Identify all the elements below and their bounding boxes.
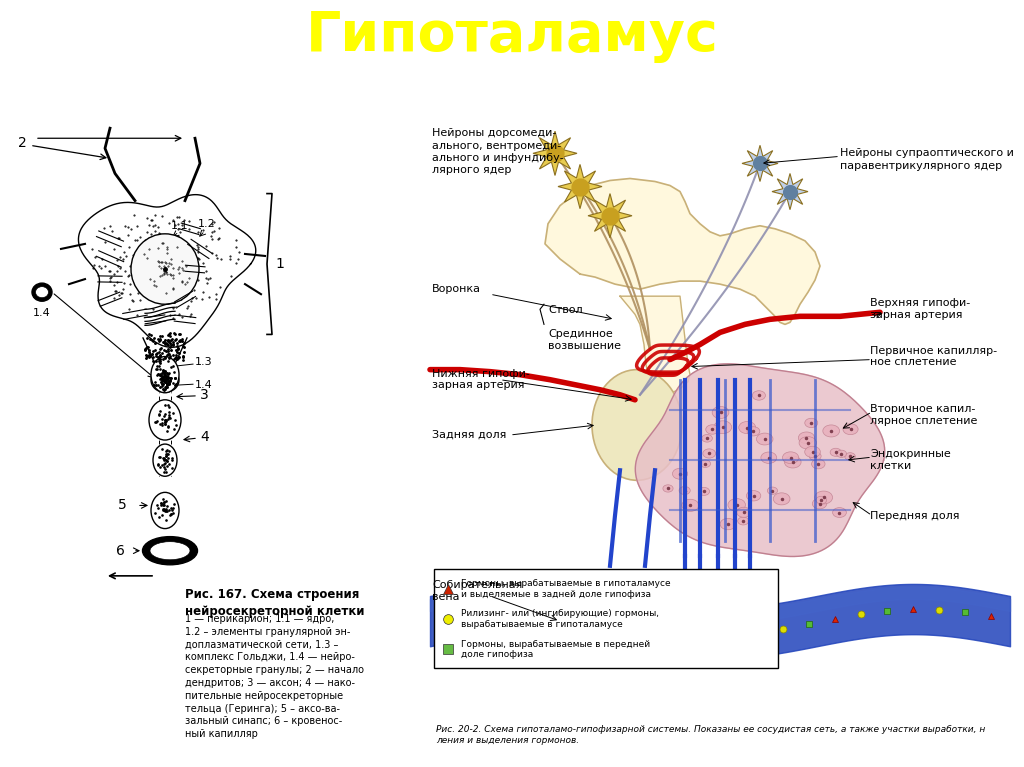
Polygon shape [742,145,778,182]
Polygon shape [588,193,632,238]
Text: 1.4: 1.4 [33,308,51,318]
Ellipse shape [679,486,690,495]
Text: 1.1: 1.1 [171,221,188,231]
Ellipse shape [706,425,719,434]
Ellipse shape [673,469,687,479]
Ellipse shape [816,496,826,504]
Text: 1.3: 1.3 [195,357,213,367]
Text: 3: 3 [200,388,209,402]
Ellipse shape [151,492,179,528]
Ellipse shape [131,234,199,304]
Ellipse shape [767,487,777,495]
Ellipse shape [812,459,825,469]
Text: Задняя доля: Задняя доля [432,430,507,440]
Ellipse shape [737,507,751,517]
Ellipse shape [592,370,682,480]
Polygon shape [558,164,602,209]
Ellipse shape [782,452,799,463]
Ellipse shape [815,491,833,504]
Text: Первичное капилляр-
ное сплетение: Первичное капилляр- ное сплетение [870,346,997,367]
Text: Собирательная
вена: Собирательная вена [432,580,522,602]
Ellipse shape [150,542,190,560]
Text: Воронка: Воронка [432,284,481,295]
Ellipse shape [682,499,698,512]
Ellipse shape [746,491,761,501]
Text: Рис. 167. Схема строения
нейросекреторной клетки: Рис. 167. Схема строения нейросекреторно… [185,588,365,618]
Ellipse shape [773,493,790,505]
Ellipse shape [714,421,732,433]
Text: Рис. 20-2. Схема гипоталамо-гипофизарной системы. Показаны ее сосудистая сеть, а: Рис. 20-2. Схема гипоталамо-гипофизарной… [436,725,985,745]
Ellipse shape [698,487,710,495]
Ellipse shape [837,450,847,457]
Ellipse shape [799,432,815,443]
Ellipse shape [700,460,711,467]
Polygon shape [772,173,808,209]
Text: 1: 1 [275,257,284,271]
Ellipse shape [150,400,181,440]
Polygon shape [534,131,577,176]
Ellipse shape [738,422,756,433]
Text: Гормоны, вырабатываемые в гипоталамусе
и выделяемые в задней доле гипофиза: Гормоны, вырабатываемые в гипоталамусе и… [461,579,671,598]
Ellipse shape [799,436,816,449]
Ellipse shape [153,444,177,476]
Ellipse shape [702,449,716,458]
Text: Срединное
возвышение: Срединное возвышение [548,329,621,351]
Ellipse shape [737,517,749,525]
Ellipse shape [748,426,760,436]
Ellipse shape [830,448,842,456]
Text: Нейроны супраоптического и
паравентрикулярного ядер: Нейроны супраоптического и паравентрикул… [840,148,1014,171]
Ellipse shape [720,518,736,530]
Polygon shape [79,195,256,347]
Text: Верхняя гипофи-
зарная артерия: Верхняя гипофи- зарная артерия [870,298,971,320]
Polygon shape [545,179,820,324]
Ellipse shape [757,433,773,445]
Text: 4: 4 [200,430,209,444]
Text: Гормоны, вырабатываемые в передней
доле гипофиза: Гормоны, вырабатываемые в передней доле … [461,640,650,659]
Text: 5: 5 [118,499,127,512]
Text: 6: 6 [116,544,125,558]
Ellipse shape [142,537,198,565]
Ellipse shape [712,407,729,419]
Ellipse shape [701,435,713,442]
Polygon shape [620,296,690,395]
Text: 1.2: 1.2 [198,219,216,229]
Ellipse shape [151,357,179,393]
Ellipse shape [728,499,745,511]
Ellipse shape [833,508,847,518]
Ellipse shape [845,453,855,460]
FancyBboxPatch shape [434,569,778,668]
Text: 1.4: 1.4 [195,380,213,390]
Ellipse shape [843,423,858,435]
Text: Нейроны дорсомеди-
ального, вентромеди-
ального и инфундибу-
лярного ядер: Нейроны дорсомеди- ального, вентромеди- … [432,128,564,176]
Ellipse shape [36,287,48,298]
Ellipse shape [753,390,766,400]
Text: Передняя доля: Передняя доля [870,511,959,521]
Text: Гипоталамус: Гипоталамус [305,9,719,64]
Ellipse shape [784,456,801,468]
Ellipse shape [151,368,179,392]
Text: Ствол: Ствол [548,305,583,315]
Ellipse shape [663,485,673,492]
Text: Эндокринные
клетки: Эндокринные клетки [870,449,950,471]
Polygon shape [635,364,885,557]
Ellipse shape [809,452,821,460]
Text: 2: 2 [17,137,27,150]
Ellipse shape [761,452,777,463]
Ellipse shape [805,446,820,457]
Text: Вторичное капил-
лярное сплетение: Вторичное капил- лярное сплетение [870,404,977,426]
Ellipse shape [805,418,818,427]
Text: Нижняя гипофи-
зарная артерия: Нижняя гипофи- зарная артерия [432,369,529,390]
Ellipse shape [32,283,52,301]
Text: 1 — перикарион; 1.1 — ядро,
1.2 – элементы гранулярной эн-
доплазматической сети: 1 — перикарион; 1.1 — ядро, 1.2 – элемен… [185,614,364,739]
Ellipse shape [812,499,826,509]
Text: Рилизинг- или (ингибирующие) гормоны,
вырабатываемые в гипоталамусе: Рилизинг- или (ингибирующие) гормоны, вы… [461,610,659,629]
Ellipse shape [823,425,840,437]
